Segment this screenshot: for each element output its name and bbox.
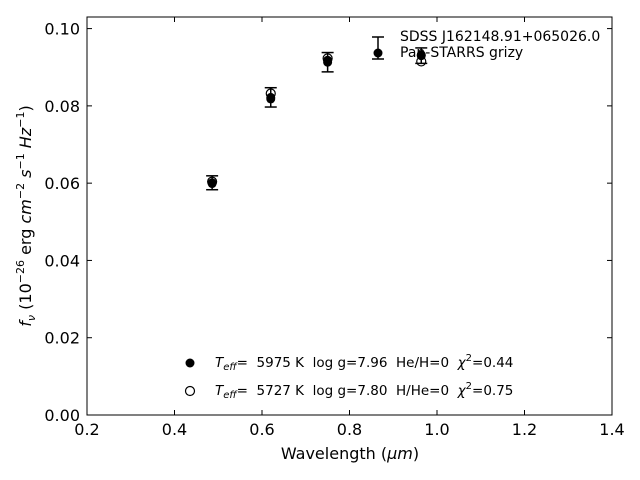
y-tick-label: 0.08 bbox=[44, 97, 80, 116]
x-tick-label: 0.4 bbox=[162, 420, 187, 439]
model-point-open bbox=[207, 176, 218, 187]
y-tick-label: 0.00 bbox=[44, 406, 80, 425]
model-legend-marker-open bbox=[184, 385, 196, 397]
y-axis-label: fν (10−26 erg cm−2 s−1 Hz−1) bbox=[14, 105, 38, 326]
y-tick-label: 0.10 bbox=[44, 20, 80, 39]
legend-marker bbox=[373, 48, 383, 58]
model-legend: Teff= 5975 K log g=7.96 He/H=0 χ2=0.44 T… bbox=[184, 353, 513, 401]
y-tick-label: 0.04 bbox=[44, 251, 80, 270]
model-point-open bbox=[416, 56, 427, 67]
model-legend-label-1: Teff= 5975 K log g=7.96 He/H=0 χ2=0.44 bbox=[215, 353, 513, 373]
x-axis-label: Wavelength (μm) bbox=[281, 444, 419, 463]
model-legend-marker-filled bbox=[185, 358, 195, 368]
legend-survey-name: Pan-STARRS grizy bbox=[400, 45, 523, 61]
x-tick-label: 1.4 bbox=[599, 420, 624, 439]
legend-object-name: SDSS J162148.91+065026.0 bbox=[400, 29, 600, 45]
x-tick-label: 1.0 bbox=[424, 420, 449, 439]
model-point-open bbox=[322, 53, 333, 64]
x-tick-label: 0.2 bbox=[74, 420, 99, 439]
model-point-filled bbox=[266, 94, 276, 104]
data-marks bbox=[206, 47, 428, 191]
y-tick-label: 0.02 bbox=[44, 329, 80, 348]
x-tick-label: 1.2 bbox=[512, 420, 537, 439]
model-point-open bbox=[265, 88, 276, 99]
y-tick-label: 0.06 bbox=[44, 174, 80, 193]
legend: SDSS J162148.91+065026.0 Pan-STARRS griz… bbox=[372, 29, 600, 61]
axis-tick-labels: 0.2 0.4 0.6 0.8 1.0 1.2 1.4 0.00 0.02 0.04 0.06 0.0… bbox=[44, 20, 624, 439]
x-tick-label: 0.8 bbox=[337, 420, 362, 439]
axis-ticks bbox=[86, 17, 613, 416]
x-tick-label: 0.6 bbox=[249, 420, 274, 439]
model-legend-label-2: Teff= 5727 K log g=7.80 H/He=0 χ2=0.75 bbox=[215, 381, 513, 401]
